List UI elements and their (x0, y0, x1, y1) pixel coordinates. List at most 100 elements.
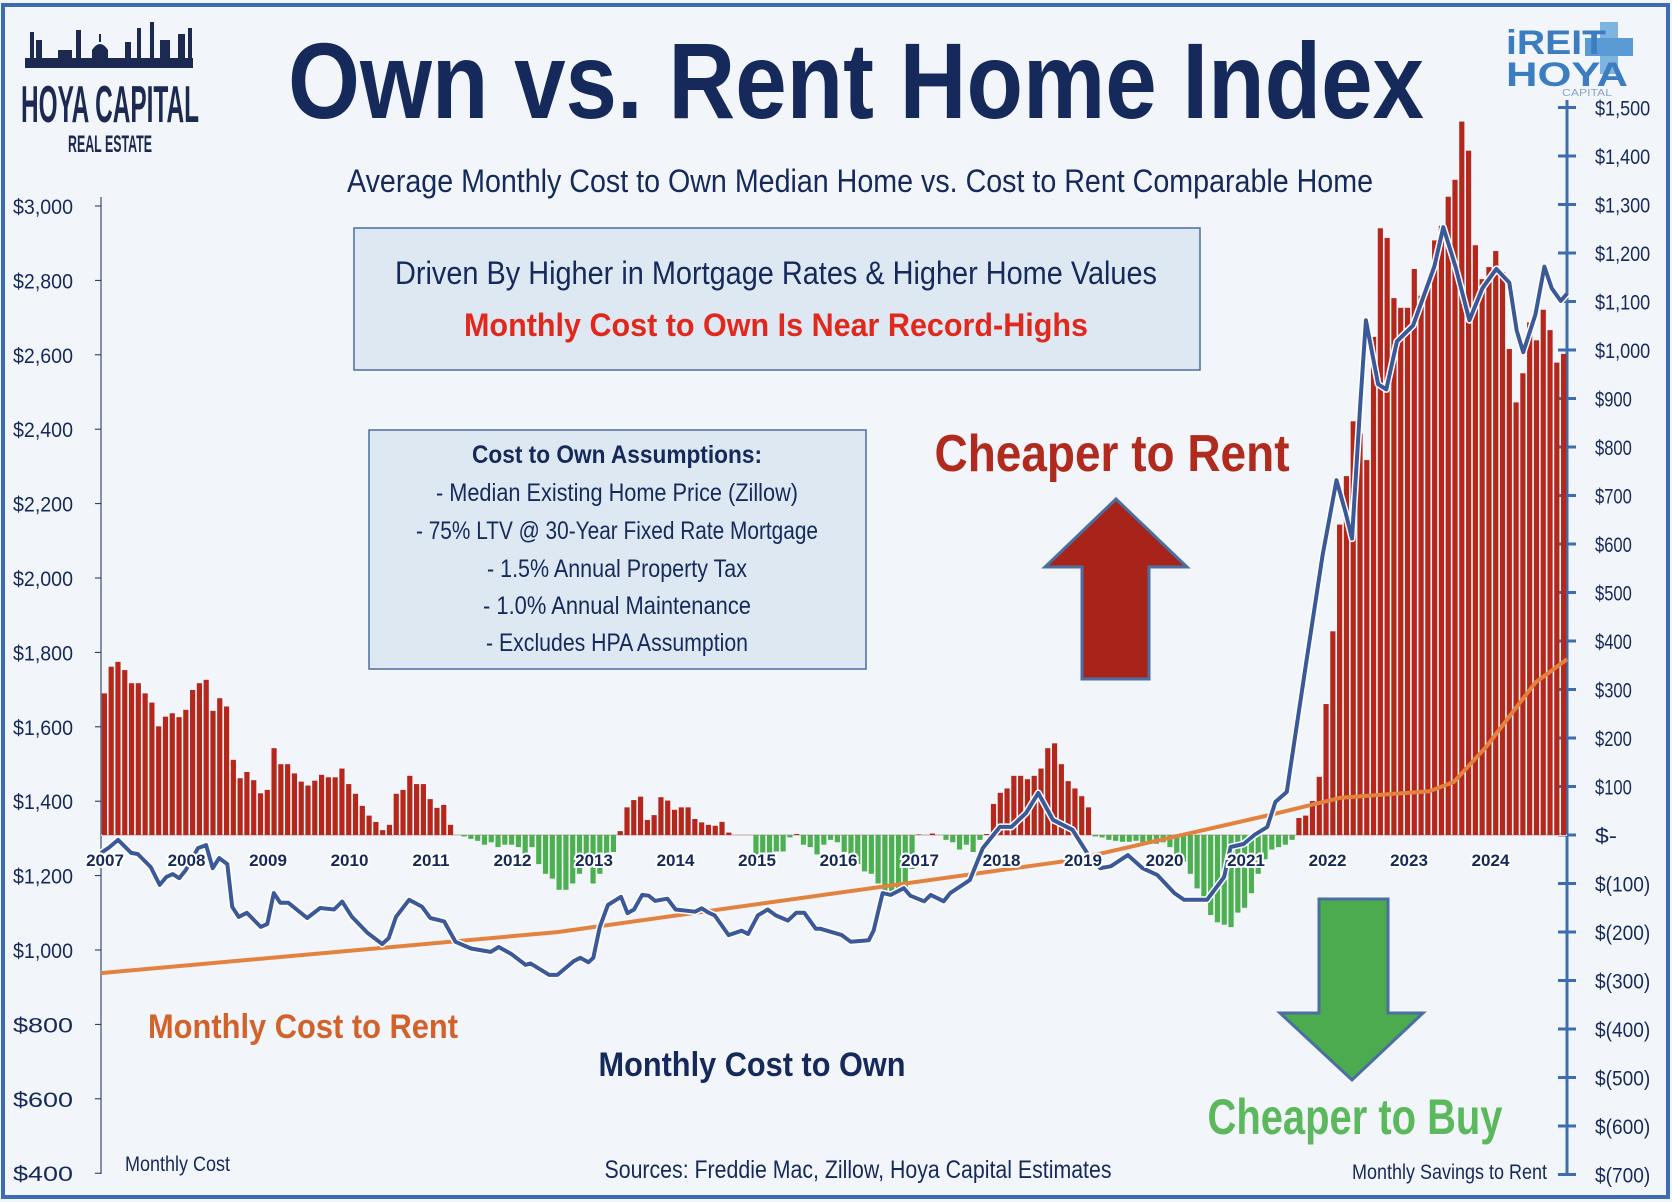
left-axis-tick-label: $800 (13, 1014, 73, 1037)
savings-bar (1174, 835, 1180, 855)
assumption-item: - 1.0% Annual Maintenance (483, 592, 751, 620)
savings-bar (834, 835, 840, 843)
assumption-item: - 75% LTV @ 30-Year Fixed Rate Mortgage (416, 517, 818, 545)
savings-bar (1309, 801, 1316, 835)
savings-bar (135, 683, 141, 835)
logo-sub: REAL ESTATE (68, 131, 152, 158)
savings-bar (373, 821, 379, 835)
savings-bar (257, 793, 264, 835)
savings-bar (1119, 835, 1126, 842)
savings-bar (719, 821, 725, 835)
savings-bar (610, 835, 617, 852)
savings-bar (1242, 835, 1248, 908)
right-axis-tick-label: $1,300 (1595, 195, 1650, 218)
x-axis-tick-label: 2020 (1146, 851, 1184, 870)
savings-bar (128, 683, 135, 835)
x-axis-tick-label: 2019 (1064, 851, 1102, 870)
savings-bar (325, 777, 331, 835)
right-axis-tick-label: $1,200 (1595, 243, 1650, 266)
assumption-item: - Median Existing Home Price (Zillow) (436, 479, 798, 507)
left-axis-tick-label: $2,400 (13, 419, 73, 442)
savings-bar (475, 835, 481, 841)
savings-bar (794, 834, 800, 835)
savings-bar (583, 835, 589, 865)
savings-bar (1282, 835, 1288, 845)
savings-bar (298, 781, 304, 835)
savings-bar (990, 803, 997, 835)
savings-bar (522, 835, 528, 855)
x-axis-tick-label: 2012 (494, 851, 532, 870)
savings-bar (386, 824, 393, 835)
savings-bar (536, 835, 542, 865)
savings-bar (712, 825, 718, 835)
savings-bar (1533, 340, 1540, 835)
savings-bar (1540, 309, 1546, 835)
savings-bar (542, 835, 549, 874)
savings-bar (1316, 776, 1322, 835)
savings-bar (1167, 835, 1173, 848)
savings-bar (1350, 421, 1356, 835)
savings-bar (122, 670, 128, 835)
savings-bar (875, 835, 881, 884)
savings-bar (420, 784, 426, 835)
logo-ireit: iREIT (1506, 24, 1606, 62)
savings-bar (339, 768, 345, 835)
savings-bar (1147, 835, 1153, 843)
left-axis-title: Monthly Cost (125, 1153, 230, 1176)
savings-bar (481, 835, 488, 845)
savings-bar (624, 807, 630, 835)
savings-bar (617, 831, 623, 835)
savings-bar (1113, 835, 1119, 841)
right-axis-tick-label: $(100) (1595, 874, 1650, 897)
left-axis-tick-label: $1,400 (13, 791, 73, 814)
savings-bar (848, 835, 854, 857)
savings-bar (950, 835, 956, 843)
savings-bar (509, 835, 515, 845)
savings-bar (414, 784, 420, 835)
savings-bar (705, 824, 712, 835)
savings-bar (359, 805, 365, 835)
savings-bar (1432, 240, 1438, 835)
rent-line (100, 657, 1569, 976)
savings-bar (726, 832, 732, 835)
right-axis-tick-label: $1,500 (1595, 98, 1650, 121)
savings-bar (956, 835, 963, 850)
arrow-down-icon (1276, 897, 1427, 1083)
savings-bar (665, 800, 671, 835)
savings-bar (346, 784, 352, 835)
x-axis-tick-label: 2017 (901, 851, 939, 870)
callout-box: Driven By Higher in Mortgage Rates & Hig… (353, 227, 1201, 371)
cheaper-to-buy-label: Cheaper to Buy (1208, 1089, 1503, 1145)
savings-bar (1479, 279, 1485, 835)
savings-bar (1045, 748, 1051, 835)
assumptions-header: Cost to Own Assumptions: (472, 441, 762, 469)
savings-bar (1235, 835, 1241, 913)
savings-bar (176, 717, 182, 835)
savings-bar (271, 748, 277, 835)
savings-bar (828, 835, 834, 840)
left-axis-tick-label: $400 (13, 1163, 73, 1186)
savings-bar (984, 834, 990, 835)
savings-bar (291, 773, 298, 835)
savings-bar (1438, 225, 1445, 836)
left-axis-tick-label: $2,200 (13, 494, 73, 517)
callout-line-1: Driven By Higher in Mortgage Rates & Hig… (395, 255, 1157, 291)
savings-bar (1513, 402, 1519, 835)
savings-bar (563, 835, 569, 890)
savings-bar (977, 835, 983, 840)
savings-bar (1187, 835, 1193, 874)
savings-bar (1527, 322, 1533, 836)
savings-bar (1506, 349, 1512, 835)
savings-bar (807, 835, 813, 848)
savings-bar (461, 835, 467, 837)
savings-bar (1499, 271, 1506, 835)
savings-bar (366, 815, 372, 835)
x-axis-tick-label: 2011 (413, 851, 450, 870)
savings-bar (576, 835, 583, 874)
cheaper-to-rent-label: Cheaper to Rent (935, 425, 1290, 483)
savings-bar (570, 835, 576, 884)
savings-bar (318, 774, 325, 835)
right-axis-tick-label: $(700) (1595, 1165, 1650, 1188)
own-line (99, 225, 1569, 977)
right-axis-tick-label: $200 (1595, 728, 1632, 751)
